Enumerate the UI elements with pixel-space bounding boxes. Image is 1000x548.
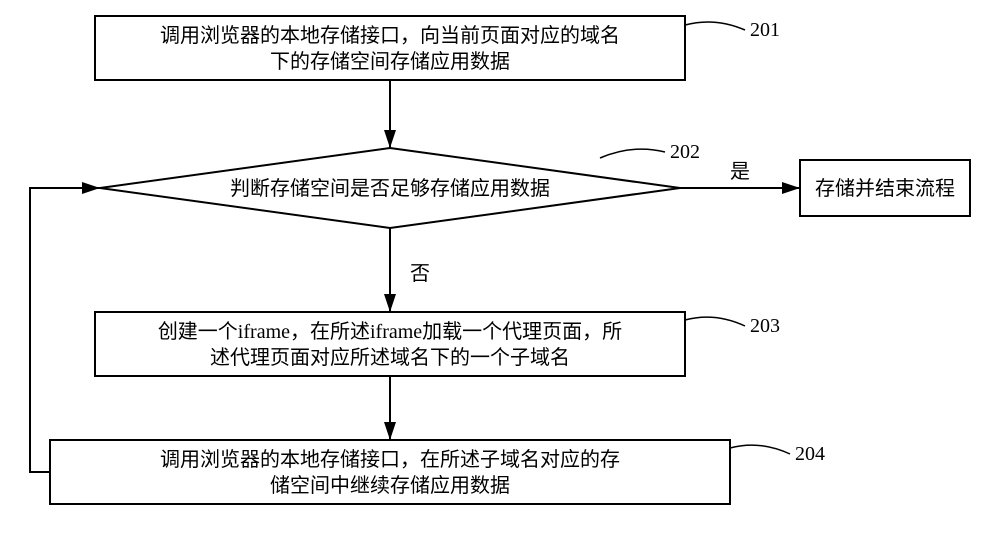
node-step201-line2: 下的存储空间存储应用数据 — [270, 50, 510, 73]
node-step202-num: 202 — [670, 141, 700, 163]
node-step201-num: 201 — [750, 19, 780, 41]
node-end: 存储并结束流程 — [800, 160, 970, 216]
edge-step204-step202 — [30, 188, 100, 472]
leader-step204 — [730, 445, 790, 454]
node-step203-line2: 述代理页面对应所述域名下的一个子域名 — [210, 346, 570, 369]
edge-label-no: 否 — [410, 263, 430, 285]
node-step204: 调用浏览器的本地存储接口，在所述子域名对应的存储空间中继续存储应用数据 204 — [50, 440, 825, 504]
flowchart: 调用浏览器的本地存储接口，向当前页面对应的域名下的存储空间存储应用数据 201 判断… — [0, 0, 1000, 548]
node-step203-num: 203 — [750, 315, 780, 337]
node-step202: 判断存储空间是否足够存储应用数据 是否 202 — [100, 141, 750, 285]
edge-label-yes: 是 — [730, 161, 750, 183]
node-step203-line1: 创建一个iframe，在所述iframe加载一个代理页面，所 — [158, 320, 622, 343]
node-step201: 调用浏览器的本地存储接口，向当前页面对应的域名下的存储空间存储应用数据 201 — [95, 16, 780, 80]
node-step202-text: 判断存储空间是否足够存储应用数据 — [230, 177, 550, 200]
leader-step203 — [685, 317, 745, 326]
leader-step201 — [685, 22, 745, 30]
node-step203: 创建一个iframe，在所述iframe加载一个代理页面，所述代理页面对应所述域… — [95, 312, 780, 376]
node-step204-num: 204 — [795, 443, 825, 465]
leader-step202 — [600, 149, 665, 158]
node-step204-line1: 调用浏览器的本地存储接口，在所述子域名对应的存 — [160, 448, 620, 471]
node-step201-line1: 调用浏览器的本地存储接口，向当前页面对应的域名 — [160, 24, 620, 47]
node-step204-line2: 储空间中继续存储应用数据 — [270, 474, 510, 497]
node-end-line1: 存储并结束流程 — [815, 177, 955, 200]
